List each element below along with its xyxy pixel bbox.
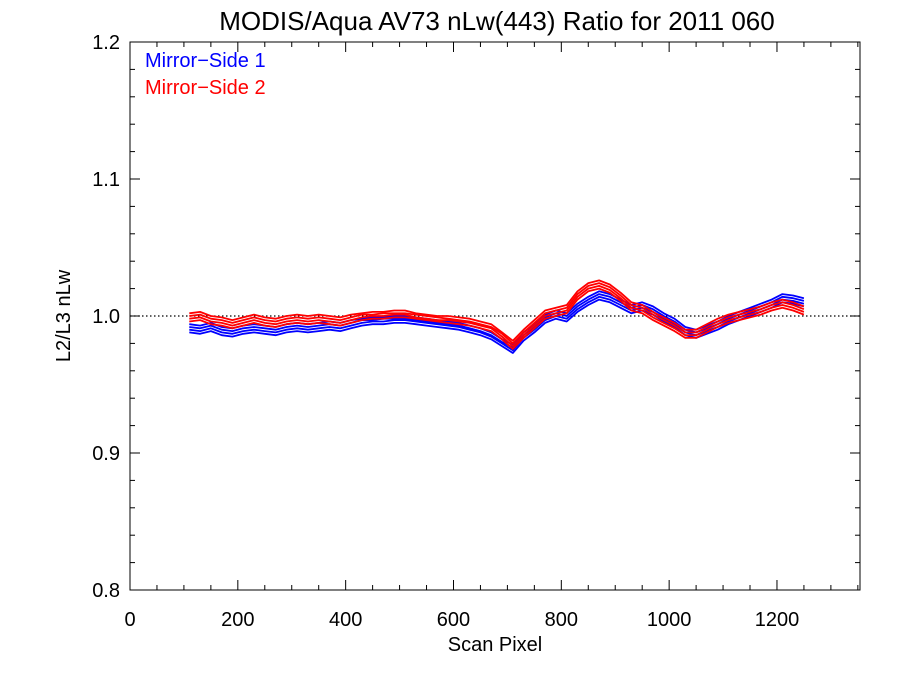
x-axis-label: Scan Pixel	[448, 634, 543, 656]
legend: Mirror−Side 1 Mirror−Side 2	[145, 50, 266, 99]
y-tick-label: 1.2	[92, 32, 120, 54]
x-tick-label: 200	[221, 609, 254, 631]
x-tick-label: 1200	[755, 609, 800, 631]
y-tick-label: 1.1	[92, 169, 120, 191]
series-line-mirror-side-2-5	[189, 284, 805, 348]
x-tick-label: 1000	[647, 609, 692, 631]
series-layer	[189, 279, 805, 354]
x-tick-label: 400	[329, 609, 362, 631]
x-tick-label: 600	[437, 609, 470, 631]
x-tick-label: 800	[545, 609, 578, 631]
x-tick-label: 0	[124, 609, 135, 631]
series-line-mirror-side-2-7	[189, 287, 805, 350]
legend-entry-mirror-side-2: Mirror−Side 2	[145, 77, 266, 99]
series-line-mirror-side-2-6	[189, 282, 805, 345]
y-axis-label: L2/L3 nLw	[53, 269, 75, 362]
y-tick-label: 0.8	[92, 580, 120, 602]
legend-entry-mirror-side-1: Mirror−Side 1	[145, 50, 266, 72]
y-axis-ticks: 0.8 0.9 1.0 1.1 1.2	[92, 32, 860, 602]
x-axis-ticks: 0 200 400 600 800 1000 1200	[124, 42, 859, 631]
y-tick-label: 0.9	[92, 443, 120, 465]
chart-title: MODIS/Aqua AV73 nLw(443) Ratio for 2011 …	[219, 6, 774, 36]
series-line-mirror-side-2-8	[189, 279, 805, 342]
plot-area	[129, 41, 861, 591]
y-tick-label: 1.0	[92, 306, 120, 328]
